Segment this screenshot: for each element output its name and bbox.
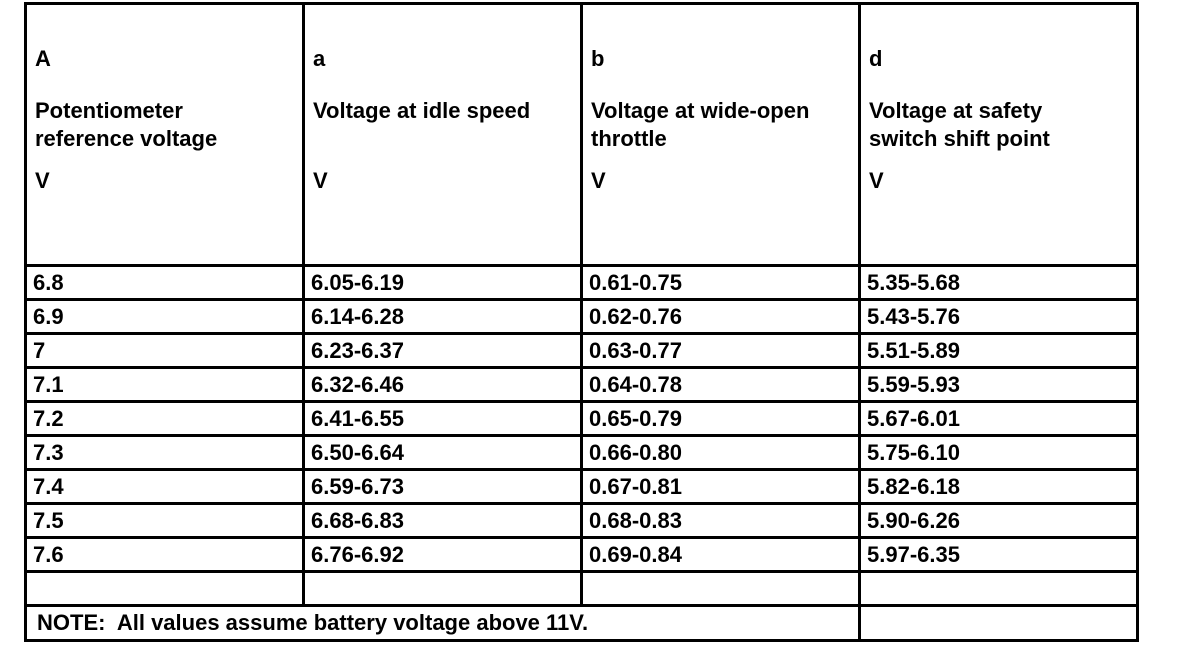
header-label: Voltage at idle speed [313,98,531,123]
data-row: 7.4 6.59-6.73 0.67-0.81 5.82-6.18 [24,468,1139,505]
empty-cell [302,570,583,607]
data-row: 7.5 6.68-6.83 0.68-0.83 5.90-6.26 [24,502,1139,539]
header-label: Voltage at wide-open throttle [591,98,810,151]
data-cell: 0.64-0.78 [580,366,861,403]
header-unit: V [591,168,606,193]
data-row: 7 6.23-6.37 0.63-0.77 5.51-5.89 [24,332,1139,369]
note-row: NOTE: All values assume battery voltage … [24,604,1139,642]
data-cell: 0.68-0.83 [580,502,861,539]
header-cell: a Voltage at idle speed V [302,2,583,267]
empty-cell [858,570,1139,607]
data-row: 7.6 6.76-6.92 0.69-0.84 5.97-6.35 [24,536,1139,573]
data-cell: 6.41-6.55 [302,400,583,437]
data-row: 7.1 6.32-6.46 0.64-0.78 5.59-5.93 [24,366,1139,403]
data-row: 6.8 6.05-6.19 0.61-0.75 5.35-5.68 [24,264,1139,301]
header-cell: A Potentiometer reference voltage V [24,2,305,267]
data-cell: 5.43-5.76 [858,298,1139,335]
header-letter: A [35,46,51,71]
data-cell: 6.23-6.37 [302,332,583,369]
data-cell: 6.8 [24,264,305,301]
data-cell: 7.5 [24,502,305,539]
data-cell: 7.2 [24,400,305,437]
empty-cell [858,604,1139,642]
data-cell: 7.1 [24,366,305,403]
data-cell: 0.65-0.79 [580,400,861,437]
data-row: 6.9 6.14-6.28 0.62-0.76 5.43-5.76 [24,298,1139,335]
data-cell: 7.3 [24,434,305,471]
header-label: Voltage at safety switch shift point [869,98,1050,151]
header-unit: V [313,168,328,193]
data-cell: 6.50-6.64 [302,434,583,471]
data-row: 7.3 6.50-6.64 0.66-0.80 5.75-6.10 [24,434,1139,471]
data-cell: 0.69-0.84 [580,536,861,573]
empty-cell [24,570,305,607]
empty-cell [580,570,861,607]
empty-row [24,570,1139,607]
data-cell: 5.35-5.68 [858,264,1139,301]
header-cell: d Voltage at safety switch shift point V [858,2,1139,267]
data-cell: 0.61-0.75 [580,264,861,301]
data-cell: 6.14-6.28 [302,298,583,335]
header-cell: b Voltage at wide-open throttle V [580,2,861,267]
data-row: 7.2 6.41-6.55 0.65-0.79 5.67-6.01 [24,400,1139,437]
data-cell: 6.59-6.73 [302,468,583,505]
header-letter: a [313,46,326,71]
data-cell: 5.51-5.89 [858,332,1139,369]
data-cell: 6.05-6.19 [302,264,583,301]
header-unit: V [35,168,50,193]
data-cell: 5.97-6.35 [858,536,1139,573]
data-cell: 5.59-5.93 [858,366,1139,403]
data-cell: 5.90-6.26 [858,502,1139,539]
data-cell: 6.68-6.83 [302,502,583,539]
data-cell: 0.66-0.80 [580,434,861,471]
data-cell: 5.67-6.01 [858,400,1139,437]
header-label: Potentiometer reference voltage [35,98,218,151]
data-cell: 5.82-6.18 [858,468,1139,505]
note-cell: NOTE: All values assume battery voltage … [24,604,861,642]
data-cell: 6.76-6.92 [302,536,583,573]
data-cell: 7 [24,332,305,369]
header-unit: V [869,168,884,193]
data-cell: 6.32-6.46 [302,366,583,403]
data-cell: 5.75-6.10 [858,434,1139,471]
data-cell: 7.4 [24,468,305,505]
data-cell: 0.62-0.76 [580,298,861,335]
data-cell: 7.6 [24,536,305,573]
data-cell: 0.67-0.81 [580,468,861,505]
data-cell: 0.63-0.77 [580,332,861,369]
data-cell: 6.9 [24,298,305,335]
header-letter: b [591,46,605,71]
header-letter: d [869,46,883,71]
